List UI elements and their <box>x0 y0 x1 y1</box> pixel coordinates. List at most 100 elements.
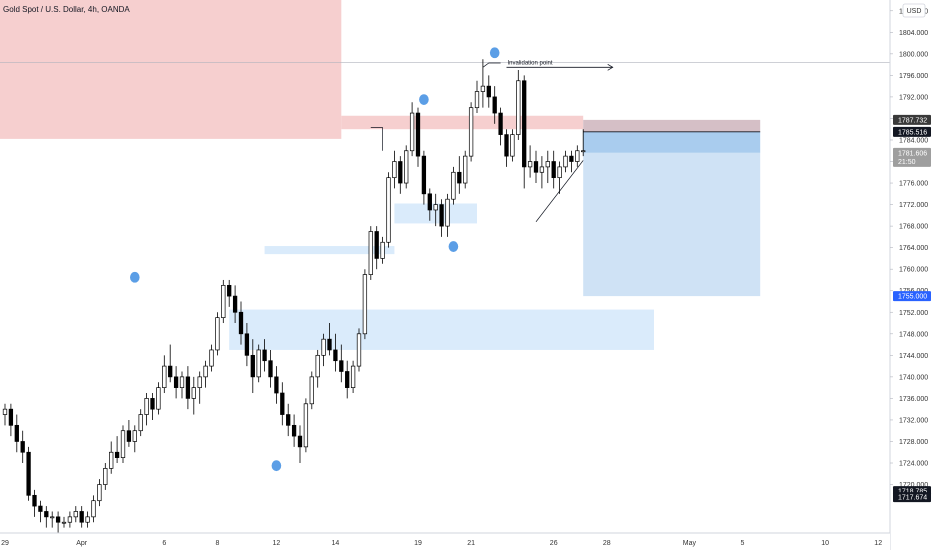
candle <box>356 328 362 372</box>
candle <box>433 193 438 227</box>
candle-body <box>374 231 379 259</box>
candle <box>26 446 31 501</box>
candle <box>203 360 208 388</box>
candle-body <box>457 171 462 184</box>
time-tick-label: Apr <box>76 540 88 547</box>
demand-zone-mid <box>264 246 395 255</box>
candle-body <box>451 171 456 200</box>
candle <box>44 506 49 528</box>
candle <box>451 166 456 205</box>
candle-body <box>362 274 368 335</box>
price-tag <box>893 126 931 137</box>
candle <box>581 129 586 157</box>
candle-body <box>91 500 96 518</box>
candle <box>386 172 391 248</box>
candle-body <box>315 354 320 378</box>
candle-body <box>256 349 261 378</box>
candle <box>244 323 250 367</box>
price-tick-label: 1784.000 <box>899 137 928 144</box>
candle-body <box>445 198 450 227</box>
candle-body <box>26 451 31 496</box>
price-tick-label: 1736.000 <box>899 396 928 403</box>
candle <box>415 107 421 167</box>
candle <box>551 150 556 189</box>
price-tick-label: 1800.000 <box>899 51 928 58</box>
price-tick-label: 1740.000 <box>899 374 928 381</box>
price-tick-label: 1764.000 <box>899 245 928 252</box>
candle-body <box>197 376 202 388</box>
candle-body <box>392 161 397 179</box>
candle-body <box>238 311 244 335</box>
candle-body <box>474 91 480 109</box>
candle-body <box>156 387 161 410</box>
candle-body <box>527 161 533 168</box>
candle-body <box>227 284 232 297</box>
swing-markers <box>130 47 500 472</box>
zones-layer <box>0 0 890 350</box>
candle-body <box>291 424 297 437</box>
candle <box>61 516 67 528</box>
candle-body <box>138 414 143 432</box>
candle <box>250 339 255 394</box>
candle-body <box>38 505 43 512</box>
candle-body <box>569 155 574 162</box>
currency-label: USD <box>907 8 922 15</box>
candle <box>575 145 580 167</box>
candle-body <box>14 424 19 442</box>
candle <box>168 344 173 383</box>
currency-button[interactable] <box>902 3 926 18</box>
price-tick-label: 1760.000 <box>899 267 928 274</box>
candle <box>32 489 37 517</box>
candle-body <box>439 204 444 227</box>
candle <box>545 150 550 184</box>
candle-body <box>498 112 503 135</box>
candle-body <box>168 365 173 378</box>
candle-body <box>327 338 332 351</box>
candle-body <box>79 511 84 523</box>
candle-body <box>55 516 61 523</box>
candle-body <box>368 231 373 275</box>
candle-body <box>232 295 238 313</box>
candle-body <box>280 392 285 415</box>
candle <box>232 285 238 324</box>
candle <box>303 398 309 453</box>
time-tick-label: 28 <box>603 540 611 547</box>
candle <box>8 403 14 437</box>
candle-body <box>109 451 114 469</box>
candle <box>345 360 350 399</box>
candle-body <box>427 193 432 211</box>
candles-layer <box>2 59 586 533</box>
candle <box>120 425 126 464</box>
time-tick-label: 26 <box>550 540 558 547</box>
candle <box>333 333 338 372</box>
candle-body <box>162 365 167 388</box>
price-tick-label: 1720.000 <box>899 482 928 489</box>
chart-title: Gold Spot / U.S. Dollar, 4h, OANDA <box>3 5 130 14</box>
price-tick-label: 1724.000 <box>899 461 928 468</box>
time-axis[interactable]: 29 Apr 6 8 12 14 19 21 26 28 May 5 10 12 <box>1 540 882 547</box>
price-tick-label: 1732.000 <box>899 417 928 424</box>
candle <box>91 495 96 523</box>
candle <box>138 409 143 437</box>
candle <box>85 511 90 528</box>
candle-body <box>321 338 326 356</box>
candle <box>427 188 432 221</box>
candle <box>109 441 114 474</box>
candle-body <box>179 376 185 388</box>
candle-body <box>303 403 309 448</box>
candle <box>409 102 415 157</box>
candle-body <box>114 451 120 458</box>
candle <box>291 414 297 447</box>
time-tick-label: 10 <box>821 540 829 547</box>
position-tool[interactable] <box>583 119 761 297</box>
candle <box>474 80 480 114</box>
candle-body <box>215 317 220 351</box>
candle <box>486 75 491 108</box>
candle <box>569 150 574 173</box>
candle <box>173 366 179 399</box>
candle <box>132 425 137 453</box>
candle-body <box>50 516 55 519</box>
candle <box>274 366 279 404</box>
